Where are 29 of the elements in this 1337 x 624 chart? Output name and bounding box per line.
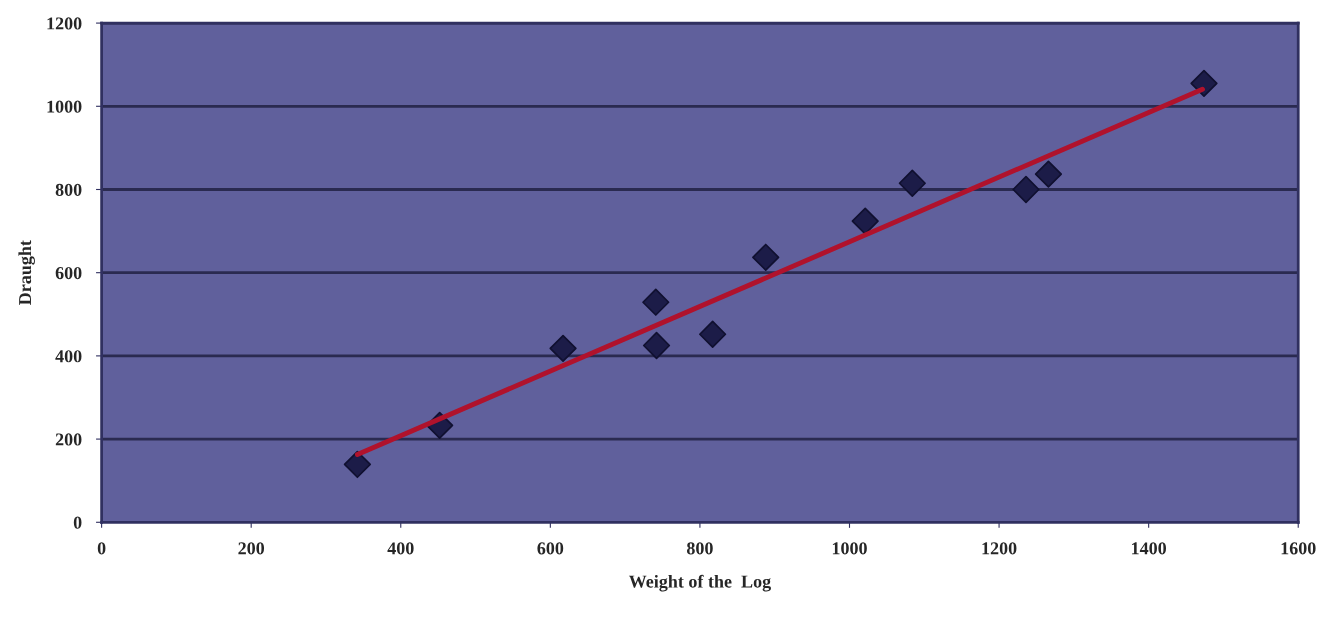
y-tick-label: 200: [55, 433, 82, 446]
y-tick-label: 1200: [47, 17, 82, 30]
x-tick-label: 600: [537, 542, 564, 555]
x-tick-label: 200: [238, 542, 265, 555]
x-tick-label: 1000: [832, 542, 867, 555]
y-tick-label: 1000: [47, 100, 82, 113]
y-tick-label: 600: [55, 266, 82, 280]
y-axis-title: Draught: [18, 240, 35, 305]
y-tick-label: 0: [73, 516, 82, 529]
point: [642, 288, 670, 316]
point: [343, 450, 372, 479]
x-tick-label: 800: [686, 542, 713, 555]
point: [851, 207, 879, 235]
point: [1012, 175, 1040, 204]
x-tick-label: 1400: [1132, 542, 1167, 555]
point: [752, 243, 780, 271]
x-tick-label: 1200: [982, 542, 1017, 555]
point: [549, 334, 577, 363]
y-tick-label: 800: [55, 183, 82, 196]
x-tick-label: 400: [387, 542, 414, 555]
x-tick-label: 1600: [1281, 542, 1316, 555]
point: [898, 169, 926, 197]
point: [1034, 160, 1063, 188]
point: [642, 331, 671, 360]
x-tick-label: 0: [97, 542, 106, 555]
point: [1190, 69, 1218, 98]
x-axis-title: Weight of the Log: [628, 574, 771, 592]
point: [698, 320, 727, 348]
y-tick-label: 400: [55, 350, 82, 363]
